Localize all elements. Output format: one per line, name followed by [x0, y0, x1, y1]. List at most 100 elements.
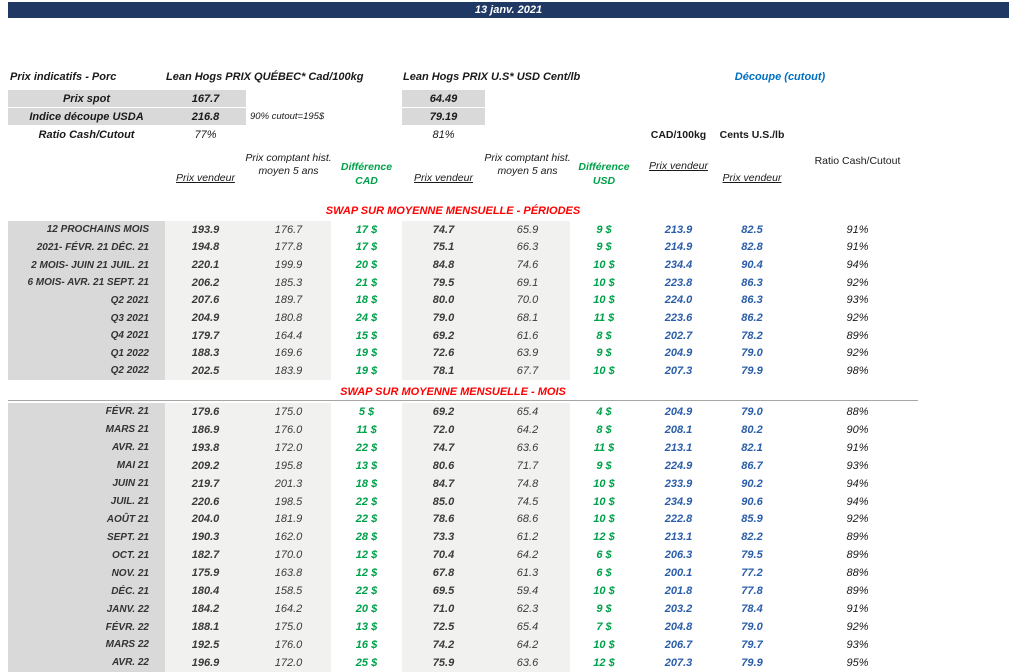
- cad100kg-prix-vendeur-cell: 201.8: [664, 585, 693, 598]
- difference-usd-cell: 9 $: [596, 223, 612, 236]
- table-row: 6 MOIS- AVR. 21 SEPT. 21 206.2 185.3 21 $ 79…: [8, 273, 915, 292]
- difference-usd-cell: 8 $: [596, 329, 612, 342]
- cents-prix-vendeur-cell: 78.4: [741, 603, 763, 616]
- ratio-cash-cutout-cell: 94%: [846, 477, 869, 490]
- us-prix-vendeur-cell: 69.2: [402, 326, 485, 345]
- qc-prix-vendeur-cell: 202.5: [165, 362, 246, 380]
- row-label: Q4 2021: [8, 326, 165, 345]
- us-prix-comptant-cell: 64.2: [485, 420, 570, 439]
- table-row: 12 PROCHAINS MOIS 193.9 176.7 17 $ 74.7 65.9 9…: [8, 221, 915, 239]
- difference-cad-cell: 20 $: [355, 603, 378, 616]
- cutout-group-header: Découpe (cutout): [734, 71, 826, 83]
- qc-prix-vendeur-cell: 182.7: [165, 546, 246, 565]
- us-prix-comptant-cell: 65.4: [485, 618, 570, 636]
- difference-cad-cell: 12 $: [355, 549, 378, 562]
- qc-prix-comptant-cell: 164.4: [246, 326, 331, 345]
- section-title-mois: SWAP SUR MOYENNE MENSUELLE - MOIS: [340, 386, 566, 398]
- qc-prix-comptant-cell: 183.9: [246, 362, 331, 380]
- cents-prix-vendeur-cell: 82.5: [741, 223, 763, 236]
- cents-prix-vendeur-cell: 79.9: [741, 364, 763, 377]
- row-label: 12 PROCHAINS MOIS: [8, 221, 165, 239]
- table-row: Q2 2022 202.5 183.9 19 $ 78.1 67.7 10 $ 207.3 79…: [8, 362, 915, 380]
- ratio-cash-cutout-cell: 92%: [846, 276, 869, 289]
- us-prix-comptant-cell: 64.2: [485, 635, 570, 654]
- difference-cad-cell: 13 $: [355, 621, 378, 634]
- us-prix-vendeur-cell: 80.6: [402, 456, 485, 475]
- cents-prix-vendeur-cell: 82.1: [741, 441, 763, 454]
- difference-usd-cell: 7 $: [596, 621, 612, 634]
- us-prix-comptant-cell: 74.8: [485, 474, 570, 493]
- column-header-us-prix-vendeur: Prix vendeur: [414, 172, 473, 184]
- row-label: SEPT. 21: [8, 528, 165, 547]
- qc-prix-vendeur-cell: 207.6: [165, 291, 246, 310]
- cents-prix-vendeur-cell: 85.9: [741, 513, 763, 526]
- cad100kg-prix-vendeur-cell: 234.4: [664, 259, 693, 272]
- table-row: SEPT. 21 190.3 162.0 28 $ 73.3 61.2 12 $ 213.1 8…: [8, 528, 915, 547]
- qc-prix-vendeur-cell: 206.2: [165, 273, 246, 292]
- us-prix-vendeur-cell: 69.5: [402, 582, 485, 601]
- cad100kg-prix-vendeur-cell: 234.9: [664, 495, 693, 508]
- ratio-cash-cutout-cell: 92%: [846, 312, 869, 325]
- difference-usd-cell: 9 $: [596, 241, 612, 254]
- ratio-cash-cutout-cell: 90%: [846, 423, 869, 436]
- column-header-cad100kg-prix-vendeur: Prix vendeur: [649, 160, 708, 172]
- row-label: 2021- FÉVR. 21 DÉC. 21: [8, 238, 165, 257]
- qc-prix-comptant-cell: 185.3: [246, 273, 331, 292]
- table-row: JUIN 21 219.7 201.3 18 $ 84.7 74.8 10 $ 233.9 90…: [8, 474, 915, 493]
- ratio-cash-cutout-cell: 93%: [846, 294, 869, 307]
- cad100kg-prix-vendeur-cell: 224.0: [664, 294, 693, 307]
- difference-cad-cell: 22 $: [355, 495, 378, 508]
- cents-prix-vendeur-cell: 78.2: [741, 329, 763, 342]
- table-row: Q2 2021 207.6 189.7 18 $ 80.0 70.0 10 $ 224.0 86…: [8, 291, 915, 310]
- qc-prix-comptant-cell: 163.8: [246, 564, 331, 583]
- column-header-difference-usd: Différence USD: [578, 161, 630, 187]
- ratio-cash-cutout-cell: 88%: [846, 567, 869, 580]
- spot-price-label: Prix spot: [8, 90, 165, 107]
- cents-prix-vendeur-cell: 79.9: [741, 656, 763, 669]
- qc-prix-vendeur-cell: 188.3: [165, 344, 246, 363]
- difference-cad-cell: 19 $: [355, 364, 378, 377]
- us-prix-vendeur-cell: 71.0: [402, 600, 485, 619]
- cents-prix-vendeur-cell: 86.3: [741, 294, 763, 307]
- difference-usd-cell: 10 $: [593, 477, 615, 490]
- table-row: Q4 2021 179.7 164.4 15 $ 69.2 61.6 8 $ 202.7 78.…: [8, 326, 915, 345]
- qc-prix-comptant-cell: 176.7: [246, 221, 331, 239]
- cad100kg-prix-vendeur-cell: 207.3: [664, 656, 693, 669]
- difference-usd-cell: 9 $: [596, 347, 612, 360]
- us-prix-vendeur-cell: 72.5: [402, 618, 485, 636]
- cents-prix-vendeur-cell: 82.8: [741, 241, 763, 254]
- row-label: 6 MOIS- AVR. 21 SEPT. 21: [8, 273, 165, 292]
- difference-usd-cell: 10 $: [593, 364, 615, 377]
- us-prix-vendeur-cell: 72.0: [402, 420, 485, 439]
- cents-prix-vendeur-cell: 79.5: [741, 549, 763, 562]
- row-label: AVR. 22: [8, 653, 165, 672]
- ratio-cash-cutout-cell: 89%: [846, 531, 869, 544]
- us-prix-vendeur-cell: 67.8: [402, 564, 485, 583]
- us-prix-comptant-cell: 63.6: [485, 653, 570, 672]
- us-cents-unit-label: Cents U.S./lb: [719, 129, 785, 141]
- us-prix-vendeur-cell: 84.7: [402, 474, 485, 493]
- difference-cad-cell: 18 $: [355, 294, 378, 307]
- table-row: DÉC. 21 180.4 158.5 22 $ 69.5 59.4 10 $ 201.8 77…: [8, 582, 915, 601]
- row-label: FÉVR. 21: [8, 403, 165, 421]
- difference-usd-cell: 11 $: [593, 441, 615, 454]
- us-prix-vendeur-cell: 75.1: [402, 238, 485, 257]
- difference-cad-cell: 11 $: [356, 423, 377, 436]
- cad100kg-prix-vendeur-cell: 233.9: [664, 477, 693, 490]
- cutout-note: 90% cutout=195$: [250, 111, 325, 122]
- table-row: FÉVR. 21 179.6 175.0 5 $ 69.2 65.4 4 $ 204.9 79.…: [8, 403, 915, 421]
- row-label: NOV. 21: [8, 564, 165, 583]
- cad100kg-prix-vendeur-cell: 213.9: [664, 223, 693, 236]
- difference-usd-cell: 10 $: [593, 276, 615, 289]
- cad100kg-prix-vendeur-cell: 213.1: [664, 441, 693, 454]
- row-label: Q3 2021: [8, 309, 165, 327]
- difference-usd-cell: 10 $: [593, 259, 615, 272]
- periodes-rows: 12 PROCHAINS MOIS 193.9 176.7 17 $ 74.7 65.9 9…: [8, 221, 915, 380]
- us-prix-comptant-cell: 68.6: [485, 510, 570, 529]
- us-prix-vendeur-cell: 70.4: [402, 546, 485, 565]
- us-prix-comptant-cell: 59.4: [485, 582, 570, 601]
- cad-unit-label: CAD/100kg: [650, 129, 707, 141]
- us-prix-comptant-cell: 62.3: [485, 600, 570, 619]
- cents-prix-vendeur-cell: 79.0: [741, 347, 763, 360]
- cents-prix-vendeur-cell: 80.2: [741, 423, 763, 436]
